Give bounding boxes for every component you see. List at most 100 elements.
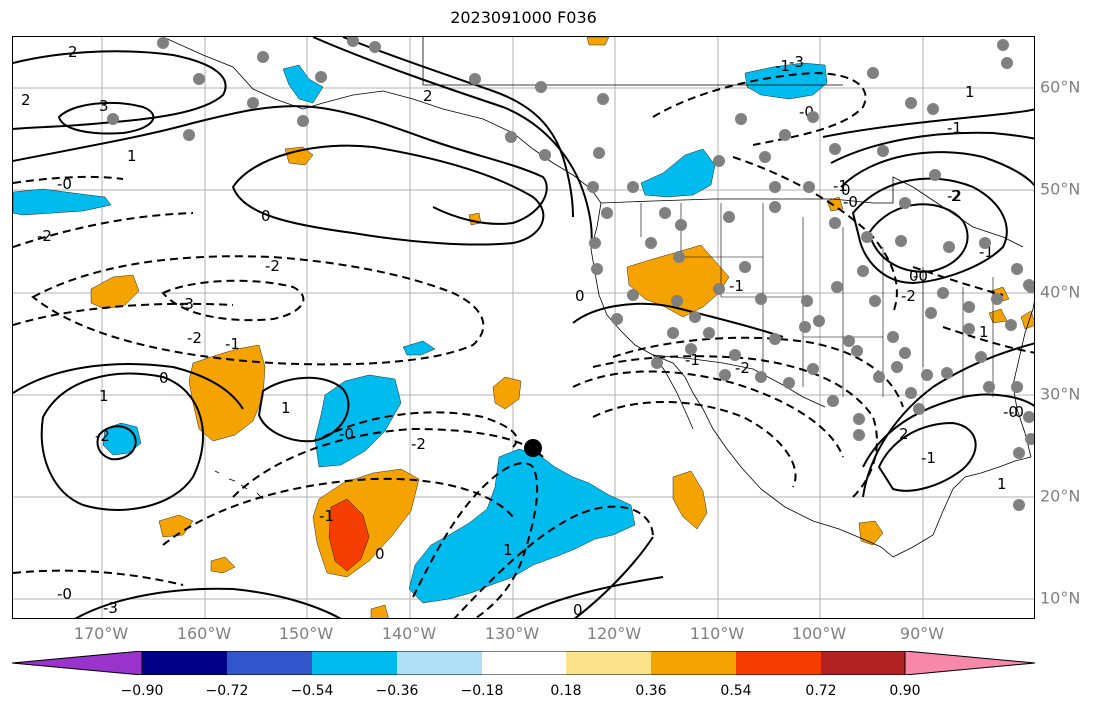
station-dot bbox=[1011, 263, 1023, 275]
station-dot bbox=[869, 295, 881, 307]
colorbar-label: 0.72 bbox=[805, 683, 837, 699]
station-dot bbox=[1013, 447, 1025, 459]
lat-label: 20°N bbox=[1040, 486, 1081, 506]
station-dot bbox=[685, 343, 697, 355]
station-dot bbox=[929, 169, 941, 181]
colorbar-segment bbox=[397, 651, 482, 675]
station-dot bbox=[719, 369, 731, 381]
lat-label: 50°N bbox=[1040, 179, 1081, 199]
contour-label: -3 bbox=[179, 295, 194, 313]
station-dot bbox=[505, 131, 517, 143]
contour-label: -0 bbox=[843, 193, 858, 211]
contour-label: 0 bbox=[909, 267, 919, 285]
contour-ne-2 bbox=[830, 131, 1034, 164]
contour-label: 0 bbox=[575, 287, 585, 305]
colorbar-segment bbox=[904, 651, 1036, 675]
station-dot bbox=[755, 293, 767, 305]
border-us-mexico bbox=[652, 354, 826, 408]
station-dot bbox=[675, 219, 687, 231]
shade-orange-west bbox=[90, 274, 140, 310]
contour-label: -2 bbox=[947, 187, 962, 205]
station-dot bbox=[991, 293, 1003, 305]
coast-alaska bbox=[162, 37, 602, 204]
colorbar-label: 0.54 bbox=[720, 683, 752, 699]
station-dot bbox=[735, 113, 747, 125]
station-dot bbox=[937, 287, 949, 299]
lat-label: 10°N bbox=[1040, 588, 1081, 608]
station-dot bbox=[905, 97, 917, 109]
station-dot bbox=[877, 145, 889, 157]
coast-gulf bbox=[892, 456, 1032, 558]
map-panel[interactable]: 2 3 2 -0 0 -2 -2 -3 -2 -1 0 1 1 -2 -0 -2… bbox=[12, 36, 1035, 619]
station-dot bbox=[887, 331, 899, 343]
map-title: 2023091000 F036 bbox=[450, 8, 597, 27]
contour-label: -2 bbox=[37, 227, 52, 245]
contour-label: -1 bbox=[319, 507, 334, 525]
station-dot bbox=[943, 241, 955, 253]
contour-1-nw bbox=[13, 105, 548, 225]
contour-neg1-us bbox=[612, 336, 904, 408]
contour-label: 2 bbox=[423, 87, 433, 105]
contour-label: -2 bbox=[187, 329, 202, 347]
contour-label: -3 bbox=[789, 53, 804, 71]
station-dot bbox=[1013, 499, 1025, 511]
contour-label: 1 bbox=[281, 399, 291, 417]
contour-neg3-mexico bbox=[592, 401, 797, 488]
contour-label: 0 bbox=[261, 207, 271, 225]
contour-0-sw bbox=[74, 587, 342, 618]
station-dot bbox=[829, 217, 841, 229]
station-dot bbox=[247, 97, 259, 109]
station-dot bbox=[759, 151, 771, 163]
station-dot bbox=[769, 333, 781, 345]
shade-orange-small4 bbox=[370, 604, 389, 618]
station-dot bbox=[813, 315, 825, 327]
station-dot bbox=[659, 207, 671, 219]
contour-label: -1 bbox=[225, 335, 240, 353]
colorbar-segment bbox=[482, 651, 566, 675]
contour-0-central bbox=[13, 363, 244, 410]
station-dot bbox=[851, 345, 863, 357]
colorbar-label: 0.90 bbox=[889, 683, 921, 699]
shade-orange-sw2 bbox=[210, 556, 236, 574]
contour-neg2-central bbox=[232, 427, 544, 498]
contour-1-se bbox=[862, 393, 1034, 468]
station-dot bbox=[193, 73, 205, 85]
contour-label: 1 bbox=[997, 475, 1007, 493]
station-dot bbox=[713, 283, 725, 295]
contour-neg2-mexico bbox=[572, 370, 844, 458]
contour-label: 1 bbox=[99, 387, 109, 405]
contour-neg-canada bbox=[652, 71, 867, 146]
contour-label: -2 bbox=[901, 287, 916, 305]
station-dot bbox=[755, 371, 767, 383]
coast-east bbox=[1012, 301, 1034, 458]
contour-label: -1 bbox=[729, 277, 744, 295]
contour-label: 0 bbox=[841, 181, 851, 199]
station-dot bbox=[673, 251, 685, 263]
station-dot bbox=[857, 265, 869, 277]
colorbar-segment bbox=[651, 651, 736, 675]
shade-blue-south bbox=[408, 448, 636, 604]
station-dot bbox=[183, 129, 195, 141]
contour-label: -0 bbox=[1009, 403, 1024, 421]
station-dot bbox=[963, 323, 975, 335]
colorbar-segment bbox=[566, 651, 651, 675]
contour-2-se bbox=[877, 421, 977, 492]
station-dot bbox=[983, 381, 995, 393]
station-dot bbox=[723, 211, 735, 223]
station-dot bbox=[1001, 57, 1013, 69]
station-dot bbox=[601, 207, 613, 219]
colorbar-segment bbox=[142, 651, 227, 675]
station-dot bbox=[843, 335, 855, 347]
contour-label: 0 bbox=[375, 545, 385, 563]
shade-red-south bbox=[328, 498, 370, 572]
location-marker[interactable] bbox=[524, 439, 542, 457]
station-dot bbox=[807, 111, 819, 123]
contour-label: -1 bbox=[833, 177, 848, 195]
colorbar-label: −0.90 bbox=[120, 683, 164, 699]
coastlines bbox=[162, 37, 1034, 558]
station-dot bbox=[891, 361, 903, 373]
contour-neg0-west bbox=[13, 175, 124, 184]
colorbar-segment bbox=[821, 651, 905, 675]
station-dot bbox=[861, 231, 873, 243]
station-dot bbox=[963, 301, 975, 313]
